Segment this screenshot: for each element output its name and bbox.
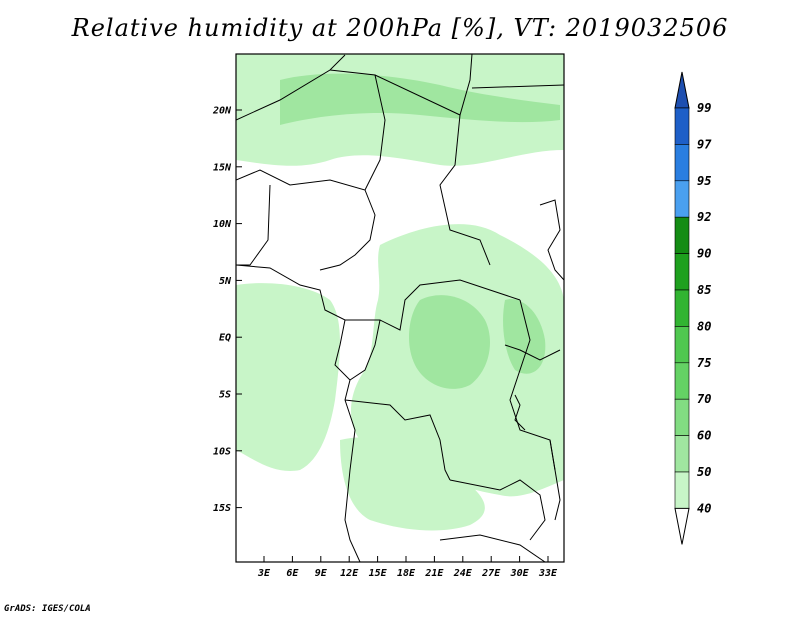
- lon-tick-label: 18E: [397, 568, 416, 579]
- colorbar-label: 90: [697, 247, 711, 261]
- colorbar-label: 60: [697, 429, 711, 443]
- lon-tick-label: 27E: [481, 568, 501, 579]
- colorbar: 99 97 95 92 90 85 80 75 70 60 50 40: [674, 71, 712, 545]
- colorbar-top-cap: [674, 71, 690, 109]
- lon-tick-label: 15E: [369, 568, 388, 579]
- colorbar-segment: [674, 471, 690, 509]
- colorbar-segment: [674, 326, 690, 364]
- colorbar-segment: [674, 398, 690, 436]
- colorbar-bottom-cap: [674, 507, 690, 545]
- lon-tick-label: 9E: [315, 568, 328, 579]
- lat-tick-label: 5S: [219, 390, 231, 401]
- lon-tick-label: 24E: [453, 568, 473, 579]
- lat-tick-label: EQ: [219, 333, 231, 344]
- colorbar-segment: [674, 144, 690, 182]
- colorbar-label: 40: [697, 501, 711, 515]
- lat-tick-label: 5N: [219, 276, 232, 287]
- lat-tick-label: 15S: [213, 503, 231, 514]
- humidity-region-east-core: [503, 299, 546, 374]
- colorbar-segment: [674, 107, 690, 145]
- lon-tick-label: 3E: [257, 568, 271, 579]
- country-borders: [236, 54, 564, 562]
- chart-title: Relative humidity at 200hPa [%], VT: 201…: [71, 14, 729, 42]
- colorbar-label: 85: [697, 283, 711, 297]
- lon-tick-label: 33E: [538, 568, 558, 579]
- colorbar-segment: [674, 180, 690, 218]
- humidity-region-west: [236, 283, 340, 471]
- map-frame: [235, 53, 565, 563]
- colorbar-segment: [674, 362, 690, 400]
- lon-tick-label: 6E: [286, 568, 299, 579]
- humidity-region-north-core: [280, 73, 560, 125]
- colorbar-label: 50: [697, 465, 711, 479]
- longitude-axis: 3E 6E 9E 12E 15E 18E 21E 24E 27E 30E 33E: [257, 556, 558, 579]
- lon-tick-label: 21E: [424, 568, 444, 579]
- colorbar-label: 97: [697, 137, 712, 151]
- colorbar-label: 75: [697, 356, 711, 370]
- colorbar-label: 99: [697, 101, 711, 115]
- colorbar-segment: [674, 216, 690, 254]
- latitude-axis: 20N 15N 10N 5N EQ 5S 10S 15S: [212, 106, 242, 514]
- humidity-field: [236, 54, 564, 562]
- colorbar-segment: [674, 435, 690, 473]
- colorbar-segment: [674, 253, 690, 291]
- colorbar-label: 70: [697, 392, 711, 406]
- humidity-region-south: [340, 437, 485, 531]
- colorbar-label: 80: [697, 319, 711, 333]
- lat-tick-label: 10S: [213, 446, 231, 457]
- lon-tick-label: 12E: [340, 568, 359, 579]
- lat-tick-label: 20N: [212, 106, 232, 117]
- lat-tick-label: 15N: [213, 162, 232, 173]
- humidity-region-central-core: [408, 295, 490, 389]
- colorbar-label: 95: [697, 174, 711, 188]
- grads-credit: GrADS: IGES/COLA: [4, 604, 91, 614]
- lon-tick-label: 30E: [510, 568, 530, 579]
- colorbar-label: 92: [697, 210, 711, 224]
- lat-tick-label: 10N: [213, 219, 232, 230]
- colorbar-segment: [674, 289, 690, 327]
